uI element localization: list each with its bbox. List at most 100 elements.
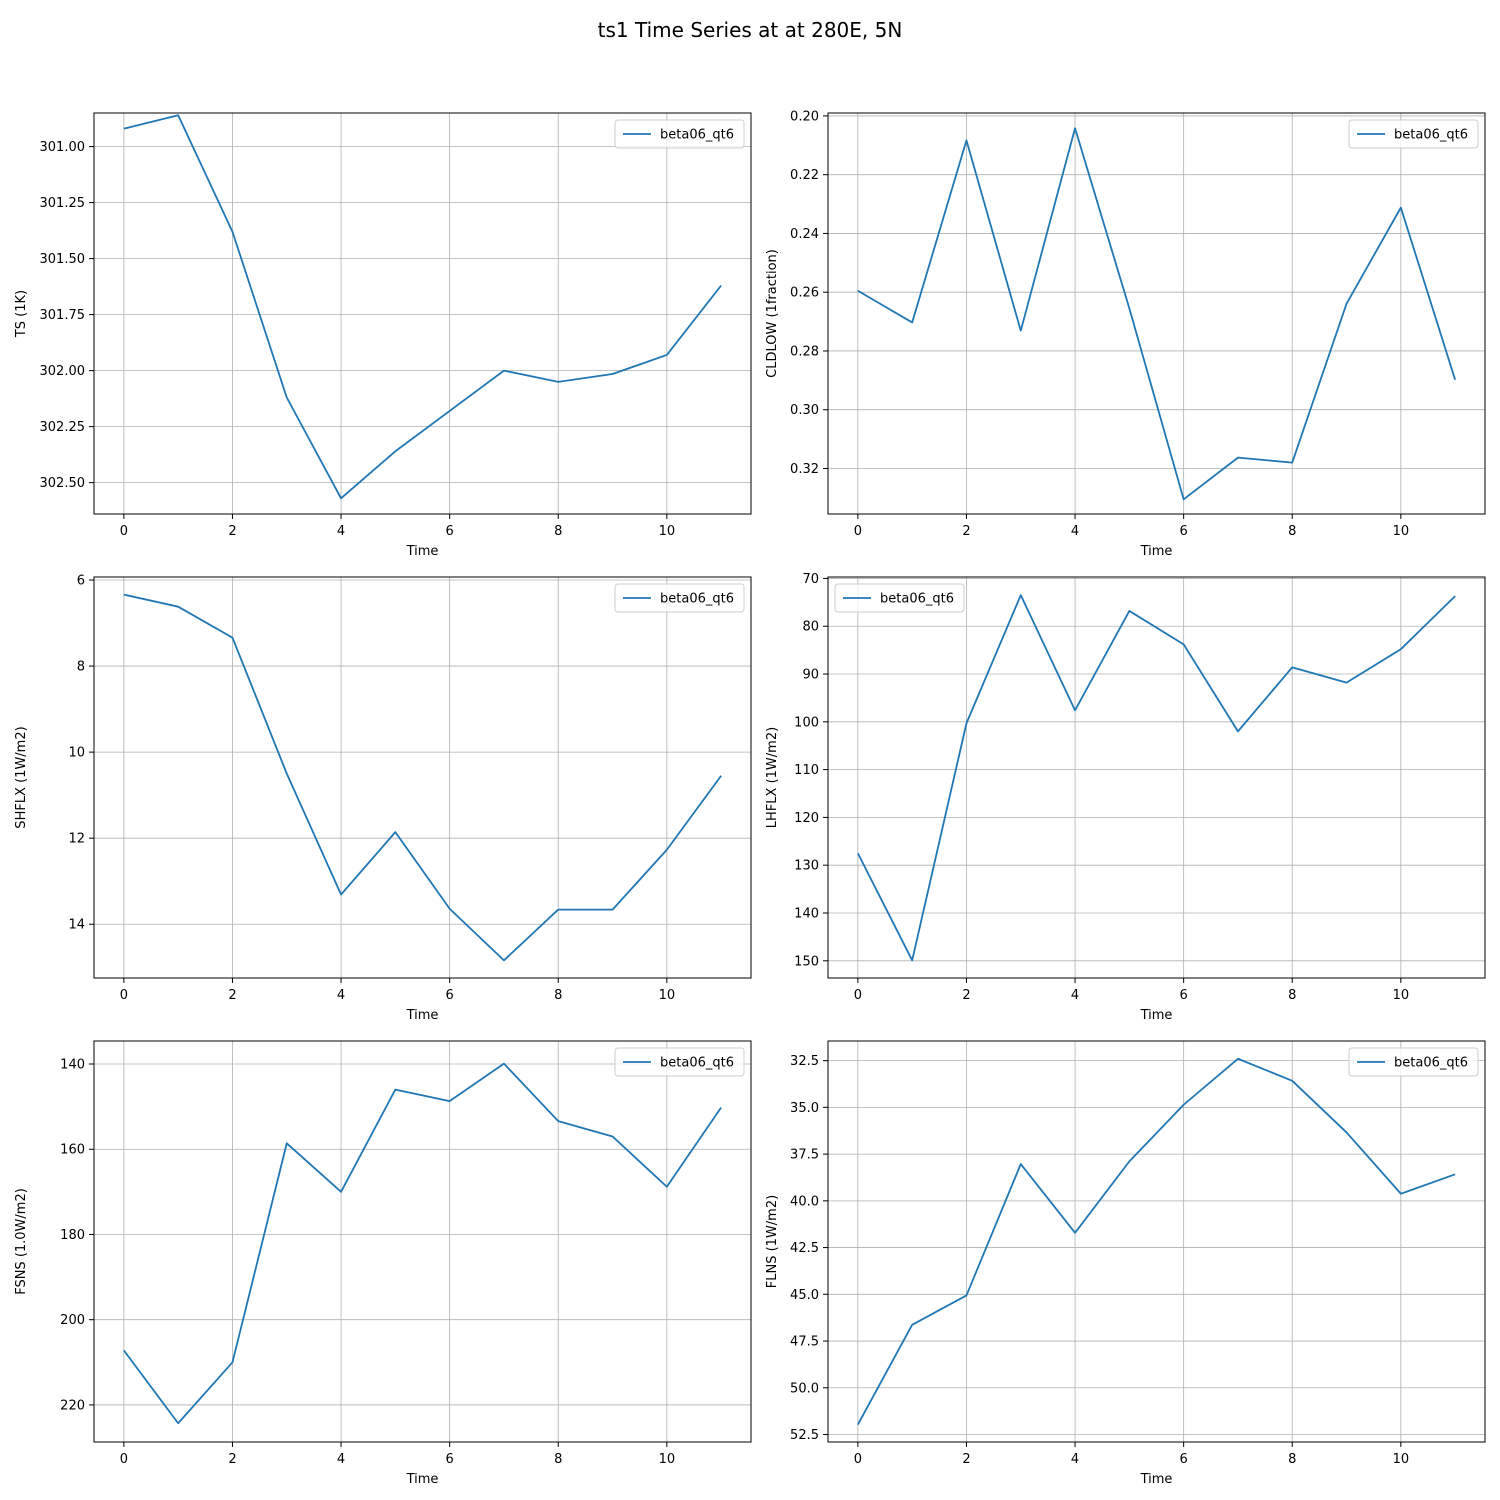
y-tick-label: 10 <box>68 746 85 761</box>
x-tick-label: 6 <box>446 524 454 539</box>
axes-frame <box>827 112 1486 515</box>
plot-area <box>94 577 751 978</box>
data-point <box>1291 666 1294 669</box>
legend-label: beta06_qt6 <box>1394 128 1468 143</box>
legend: beta06_qt6 <box>834 583 965 613</box>
y-tick-label: 50.0 <box>790 1381 819 1396</box>
data-point <box>1454 378 1457 381</box>
y-tick-label: 301.50 <box>40 252 86 267</box>
x-tick-label: 2 <box>962 1452 970 1467</box>
data-point <box>448 907 451 910</box>
data-point <box>1454 1173 1457 1176</box>
y-tick-label: 0.32 <box>790 462 819 477</box>
data-point <box>502 369 505 372</box>
y-tick-label: 100 <box>794 715 819 730</box>
x-tick-label: 8 <box>1288 1452 1296 1467</box>
x-tick-label: 6 <box>446 988 454 1003</box>
subplot-1: 0 2 4 6 8 10 0.20 0.22 0.24 0.26 0.28 0.30 0.32 Time C… <box>765 109 1486 559</box>
y-axis-label: FLNS (1W/m2) <box>765 1195 780 1288</box>
data-point <box>1019 329 1022 332</box>
legend-label: beta06_qt6 <box>660 592 734 607</box>
x-tick-label: 0 <box>854 524 862 539</box>
data-point <box>1399 1192 1402 1195</box>
y-tick-label: 0.24 <box>790 227 819 242</box>
x-tick-label: 10 <box>659 988 676 1003</box>
data-point <box>394 831 397 834</box>
x-tick-label: 4 <box>337 988 345 1003</box>
x-tick-label: 0 <box>854 1452 862 1467</box>
data-point <box>1236 456 1239 459</box>
series-line <box>857 594 1456 962</box>
y-tick-label: 80 <box>802 620 819 635</box>
data-point <box>911 1323 914 1326</box>
x-tick-label: 0 <box>120 1452 128 1467</box>
axes-frame <box>93 112 752 515</box>
data-point <box>611 372 614 375</box>
x-tick-label: 6 <box>1180 1452 1188 1467</box>
data-point <box>285 396 288 399</box>
data-point <box>394 450 397 453</box>
y-tick-label: 0.22 <box>790 168 819 183</box>
data-point <box>1291 1079 1294 1082</box>
plot-area <box>94 1041 751 1442</box>
data-point <box>1128 609 1131 612</box>
x-axis-label: Time <box>1140 544 1173 559</box>
data-point <box>1019 1163 1022 1166</box>
data-point <box>1236 730 1239 733</box>
y-tick-label: 42.5 <box>790 1241 819 1256</box>
x-tick-label: 10 <box>1393 1452 1410 1467</box>
y-axis-label: FSNS (1.0W/m2) <box>14 1188 29 1295</box>
legend: beta06_qt6 <box>1348 1047 1479 1077</box>
data-point <box>502 959 505 962</box>
y-axis-label: LHFLX (1W/m2) <box>765 727 780 828</box>
y-tick-label: 12 <box>68 832 85 847</box>
data-point <box>1074 709 1077 712</box>
y-tick-label: 180 <box>60 1228 85 1243</box>
data-point <box>665 1185 668 1188</box>
data-point <box>340 497 343 500</box>
subplot-4: 0 2 4 6 8 10 140 160 180 200 220 Time FSNS (1.0W/m2)… <box>14 1040 752 1487</box>
legend-box <box>614 119 745 149</box>
data-point <box>1019 594 1022 597</box>
series-line <box>857 127 1456 501</box>
x-tick-label: 4 <box>337 1452 345 1467</box>
legend-box <box>1348 1047 1479 1077</box>
legend: beta06_qt6 <box>614 583 745 613</box>
data-point <box>1345 1131 1348 1134</box>
x-tick-label: 8 <box>554 524 562 539</box>
data-point <box>1128 307 1131 310</box>
y-tick-label: 70 <box>802 572 819 587</box>
axes-frame <box>93 1040 752 1443</box>
data-point <box>911 321 914 324</box>
series-line <box>857 1057 1456 1426</box>
y-tick-label: 130 <box>794 859 819 874</box>
x-tick-label: 10 <box>659 524 676 539</box>
y-tick-label: 120 <box>794 811 819 826</box>
y-tick-label: 160 <box>60 1143 85 1158</box>
x-axis-label: Time <box>406 1008 439 1023</box>
y-tick-label: 0.20 <box>790 109 819 124</box>
y-tick-label: 301.25 <box>40 196 86 211</box>
data-point <box>122 593 125 596</box>
data-point <box>856 289 859 292</box>
data-point <box>177 1422 180 1425</box>
axes-frame <box>93 576 752 979</box>
subplot-5: 0 2 4 6 8 10 32.5 35.0 37.5 40.0 42.5 45.0 47.5 50.0 5… <box>765 1040 1486 1487</box>
data-point <box>557 380 560 383</box>
legend-label: beta06_qt6 <box>880 592 954 607</box>
data-point <box>1454 595 1457 598</box>
x-tick-label: 2 <box>228 1452 236 1467</box>
data-point <box>720 284 723 287</box>
y-tick-label: 220 <box>60 1398 85 1413</box>
legend-box <box>614 1047 745 1077</box>
y-tick-label: 200 <box>60 1313 85 1328</box>
data-point <box>557 1120 560 1123</box>
data-point <box>1074 1231 1077 1234</box>
data-point <box>394 1088 397 1091</box>
data-point <box>965 1294 968 1297</box>
y-tick-label: 301.00 <box>40 140 86 155</box>
data-point <box>1182 1103 1185 1106</box>
data-point <box>1345 681 1348 684</box>
x-tick-label: 8 <box>554 988 562 1003</box>
y-tick-label: 90 <box>802 668 819 683</box>
